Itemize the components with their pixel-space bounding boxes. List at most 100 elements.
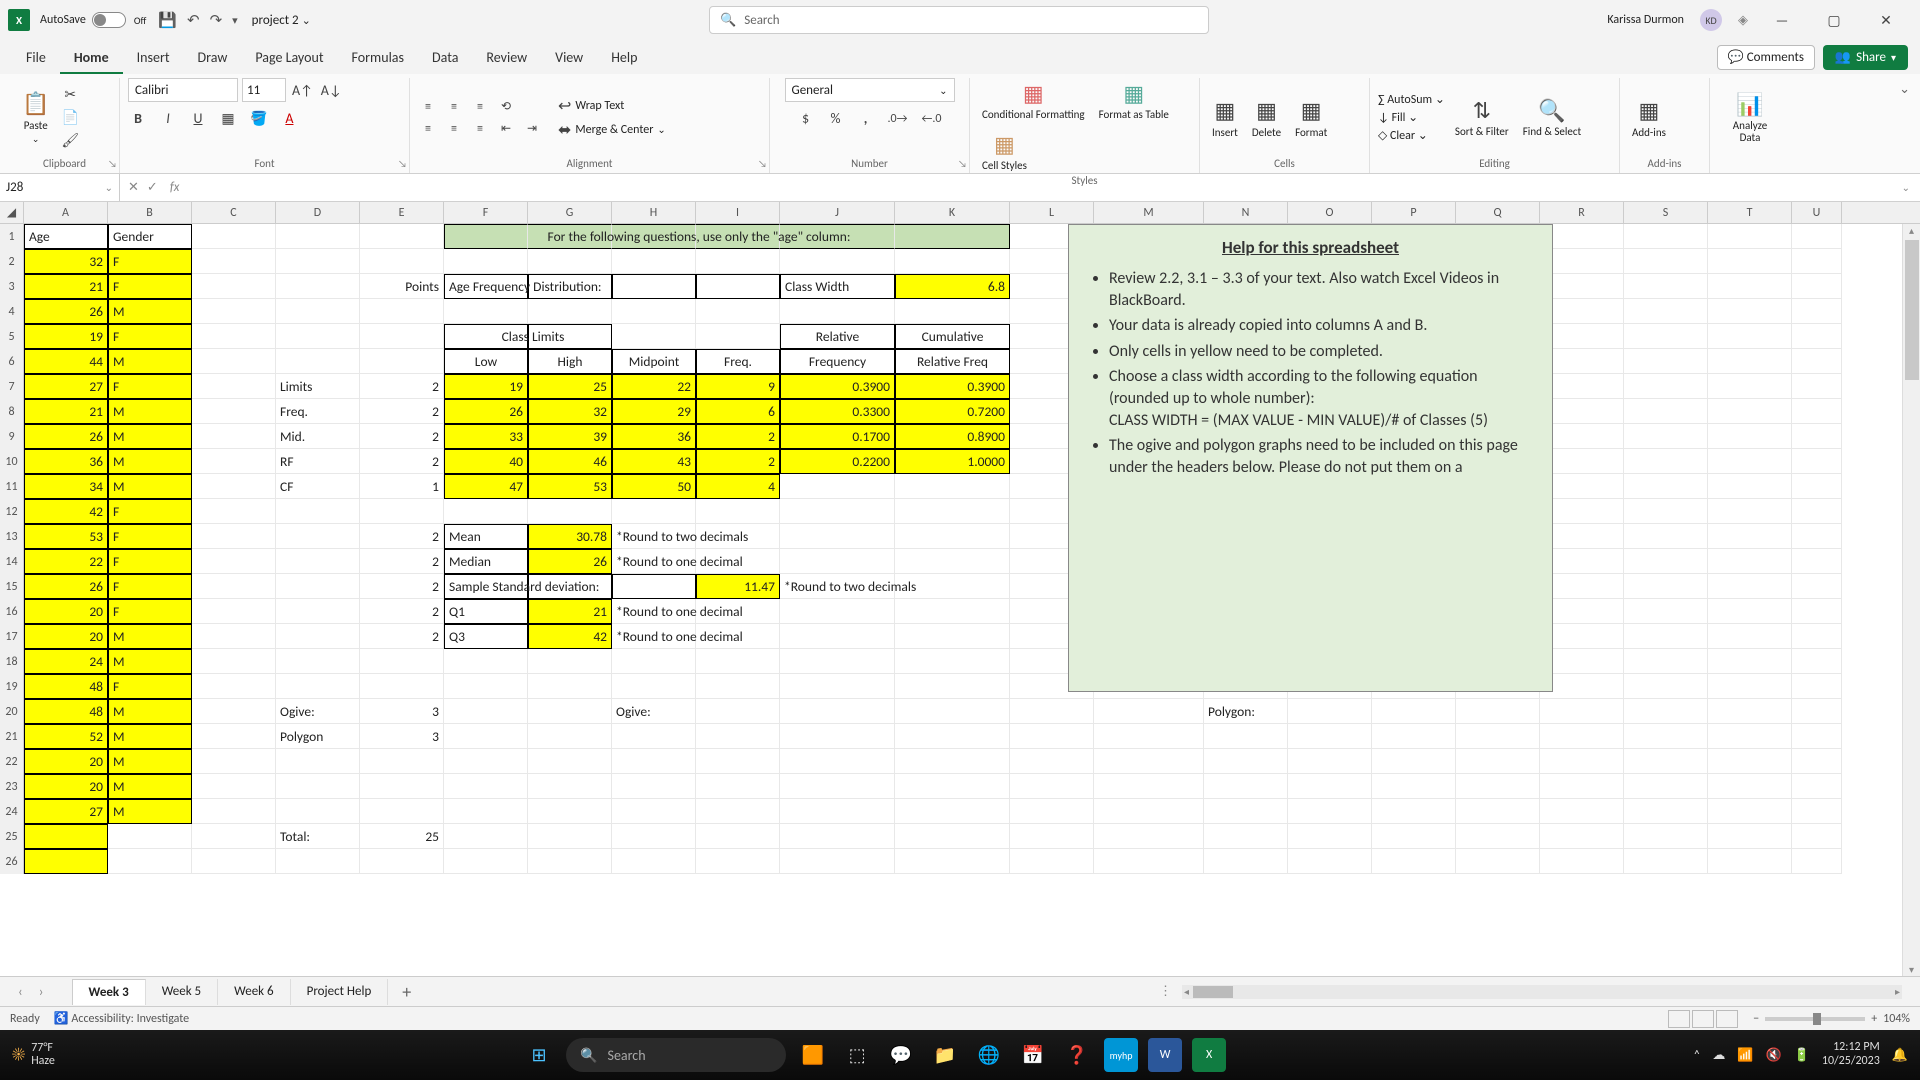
cell-K20[interactable] [895,699,1010,724]
cell-D5[interactable] [276,324,360,349]
cell-I9[interactable]: 2 [696,424,780,449]
cell-G11[interactable]: 53 [528,474,612,499]
cell-F7[interactable]: 19 [444,374,528,399]
cell-D14[interactable] [276,549,360,574]
cell-E11[interactable]: 1 [360,474,444,499]
sheet-tab-week-5[interactable]: Week 5 [146,979,218,1005]
notifications-icon[interactable]: 🔔 [1892,1048,1908,1063]
cell-E13[interactable]: 2 [360,524,444,549]
cell-H19[interactable] [612,674,696,699]
cancel-formula-icon[interactable]: ✕ [128,180,139,195]
cell-B3[interactable]: F [108,274,192,299]
cell-T6[interactable] [1708,349,1792,374]
cell-R23[interactable] [1540,774,1624,799]
row-header-8[interactable]: 8 [0,399,24,424]
help-icon[interactable]: ❓ [1060,1038,1094,1072]
row-header-5[interactable]: 5 [0,324,24,349]
row-header-26[interactable]: 26 [0,849,24,874]
cell-I22[interactable] [696,749,780,774]
onedrive-icon[interactable]: ☁ [1712,1048,1725,1063]
cell-I25[interactable] [696,824,780,849]
fx-icon[interactable]: fx [170,180,180,195]
cell-J9[interactable]: 0.1700 [780,424,895,449]
currency-icon[interactable]: $ [796,108,816,129]
column-header-P[interactable]: P [1372,202,1456,224]
cell-T1[interactable] [1708,224,1792,249]
cell-I6[interactable]: Freq. [696,349,780,374]
row-header-25[interactable]: 25 [0,824,24,849]
cell-O26[interactable] [1288,849,1372,874]
cell-M20[interactable] [1094,699,1204,724]
cell-C26[interactable] [192,849,276,874]
system-clock[interactable]: 12:12 PM10/25/2023 [1822,1041,1880,1069]
cell-A3[interactable]: 21 [24,274,108,299]
cell-N22[interactable] [1204,749,1288,774]
cell-E21[interactable]: 3 [360,724,444,749]
cell-S21[interactable] [1624,724,1708,749]
maximize-button[interactable]: ▢ [1816,12,1852,29]
cell-B26[interactable] [108,849,192,874]
cell-H13[interactable]: *Round to two decimals [612,524,696,549]
cell-U22[interactable] [1792,749,1842,774]
cell-Q24[interactable] [1456,799,1540,824]
cell-S15[interactable] [1624,574,1708,599]
column-header-F[interactable]: F [444,202,528,224]
cell-U7[interactable] [1792,374,1842,399]
cell-B19[interactable]: F [108,674,192,699]
cell-G12[interactable] [528,499,612,524]
cell-F21[interactable] [444,724,528,749]
cell-S6[interactable] [1624,349,1708,374]
cell-S2[interactable] [1624,249,1708,274]
cell-F24[interactable] [444,799,528,824]
row-header-21[interactable]: 21 [0,724,24,749]
cell-R25[interactable] [1540,824,1624,849]
cell-U17[interactable] [1792,624,1842,649]
find-select-button[interactable]: 🔍Find & Select [1519,95,1585,140]
cell-L26[interactable] [1010,849,1094,874]
row-header-13[interactable]: 13 [0,524,24,549]
format-painter-icon[interactable]: 🖌 [59,130,81,151]
cell-B2[interactable]: F [108,249,192,274]
cell-E20[interactable]: 3 [360,699,444,724]
sheet-tab-project-help[interactable]: Project Help [291,979,389,1005]
cell-H17[interactable]: *Round to one decimal [612,624,696,649]
cell-J10[interactable]: 0.2200 [780,449,895,474]
cell-B11[interactable]: M [108,474,192,499]
tray-chevron-icon[interactable]: ˄ [1693,1048,1700,1063]
cell-C18[interactable] [192,649,276,674]
cell-G16[interactable]: 21 [528,599,612,624]
cell-C7[interactable] [192,374,276,399]
cell-A25[interactable] [24,824,108,849]
cell-F11[interactable]: 47 [444,474,528,499]
cell-S5[interactable] [1624,324,1708,349]
cell-L21[interactable] [1010,724,1094,749]
cell-U19[interactable] [1792,674,1842,699]
page-layout-view-button[interactable] [1692,1010,1714,1028]
cell-D12[interactable] [276,499,360,524]
cell-B25[interactable] [108,824,192,849]
cell-G21[interactable] [528,724,612,749]
cell-U11[interactable] [1792,474,1842,499]
column-header-D[interactable]: D [276,202,360,224]
cell-C14[interactable] [192,549,276,574]
cell-K12[interactable] [895,499,1010,524]
cell-H2[interactable] [612,249,696,274]
sheet-nav-next[interactable]: › [31,983,52,1000]
cell-O20[interactable] [1288,699,1372,724]
cell-S26[interactable] [1624,849,1708,874]
cell-I2[interactable] [696,249,780,274]
spreadsheet-grid[interactable]: ◢ABCDEFGHIJKLMNOPQRSTU 1AgeGenderFor the… [0,202,1920,976]
cell-C6[interactable] [192,349,276,374]
cell-O24[interactable] [1288,799,1372,824]
cell-E9[interactable]: 2 [360,424,444,449]
add-sheet-button[interactable]: + [388,981,425,1003]
cell-M22[interactable] [1094,749,1204,774]
cell-B15[interactable]: F [108,574,192,599]
cell-D15[interactable] [276,574,360,599]
column-header-N[interactable]: N [1204,202,1288,224]
orientation-icon[interactable]: ⟲ [496,97,516,117]
cell-I23[interactable] [696,774,780,799]
cell-E8[interactable]: 2 [360,399,444,424]
cell-H3[interactable] [612,274,696,299]
cell-U12[interactable] [1792,499,1842,524]
